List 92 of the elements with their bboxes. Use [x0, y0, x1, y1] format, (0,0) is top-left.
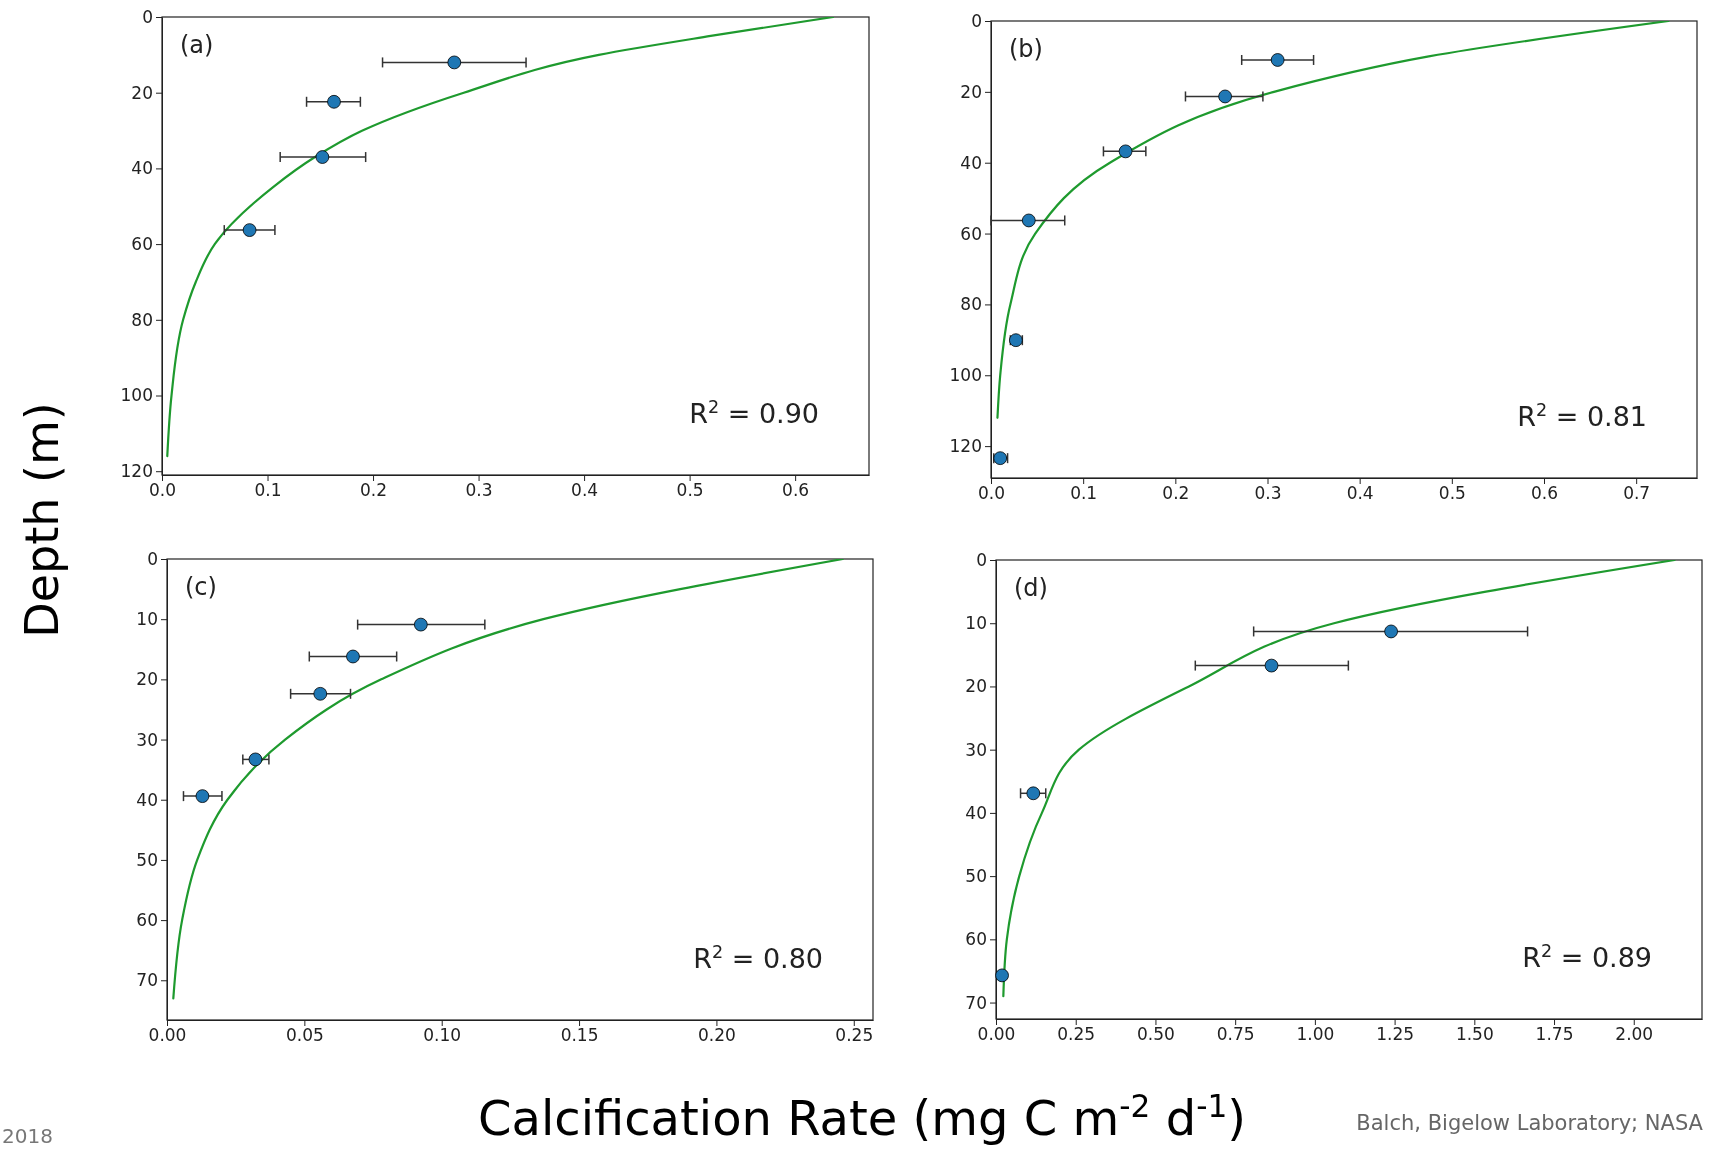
x-tick-label: 0.15 — [560, 1025, 599, 1046]
x-tick-label: 1.50 — [1455, 1024, 1494, 1045]
x-tick-label: 1.00 — [1296, 1024, 1335, 1045]
line-series — [172, 559, 844, 1000]
y-tick-label: 10 — [965, 613, 987, 634]
y-tick-label: 40 — [960, 152, 982, 173]
text: Balch, Bigelow Laboratory; NASA — [1356, 1111, 1704, 1135]
point — [1264, 658, 1279, 673]
point — [195, 789, 210, 803]
x-tick-label: 0.5 — [1438, 483, 1466, 504]
y-tick-label: 40 — [136, 789, 158, 810]
x-tick-label: 0.4 — [1346, 483, 1374, 504]
point — [414, 617, 428, 632]
annotation: (c) — [185, 573, 217, 601]
x-tick-label: 1.25 — [1376, 1024, 1415, 1045]
y-tick-label: 50 — [965, 866, 987, 887]
point — [1118, 144, 1133, 159]
line-series — [1002, 560, 1676, 998]
point — [1026, 786, 1041, 801]
x-tick-label: 0.0 — [977, 483, 1006, 504]
annotation: (b) — [1009, 35, 1043, 63]
text: 2018 — [2, 1124, 53, 1148]
y-tick-label: 20 — [136, 669, 158, 690]
x-tick-label: 0.75 — [1216, 1024, 1255, 1045]
point — [327, 94, 341, 109]
y-tick-label: 20 — [960, 81, 982, 102]
x-tick-label: 0.3 — [1254, 483, 1282, 504]
x-axis-title: Calcification Rate (mg C m$^{-2}$ d$^{-1}$) — [478, 1088, 1246, 1146]
x-tick-label: 0.25 — [1057, 1024, 1096, 1045]
x-tick-label: 0.00 — [148, 1025, 187, 1046]
x-tick-label: 2.00 — [1615, 1024, 1654, 1045]
x-tick-label: 0.50 — [1137, 1024, 1175, 1045]
x-tick-label: 0.25 — [835, 1025, 874, 1046]
point — [313, 686, 328, 701]
x-tick-label: 0.4 — [571, 480, 599, 501]
x-tick-label: 0.3 — [465, 480, 493, 501]
x-tick-label: 1.75 — [1535, 1024, 1574, 1045]
x-tick-label: 0.1 — [1070, 483, 1098, 504]
annotation: R$^{2}$ = 0.80 — [693, 942, 823, 974]
y-tick-label: 80 — [131, 309, 153, 330]
annotation: (d) — [1014, 574, 1048, 602]
x-tick-label: 0.6 — [782, 480, 810, 501]
y-tick-label: 60 — [131, 234, 153, 255]
y-tick-label: 0 — [971, 10, 982, 31]
annotation: (a) — [180, 31, 214, 59]
y-tick-label: 80 — [960, 294, 982, 315]
x-tick-label: 0.10 — [423, 1025, 462, 1046]
x-tick-label: 0.1 — [254, 480, 282, 501]
y-tick-label: 0 — [976, 549, 987, 570]
x-tick-label: 0.20 — [697, 1025, 736, 1046]
x-tick-label: 0.2 — [1162, 483, 1190, 504]
y-tick-label: 40 — [131, 158, 153, 179]
y-tick-label: 100 — [949, 365, 982, 386]
point — [346, 649, 360, 664]
y-tick-label: 0 — [147, 548, 158, 569]
annotation: R$^{2}$ = 0.90 — [689, 397, 819, 429]
y-tick-label: 70 — [965, 992, 987, 1013]
x-tick-label: 0.00 — [977, 1024, 1016, 1045]
point — [1021, 213, 1036, 228]
y-tick-label: 50 — [136, 849, 158, 870]
x-tick-label: 0.0 — [148, 480, 177, 501]
y-tick-label: 100 — [120, 385, 153, 406]
y-tick-label: 60 — [965, 929, 987, 950]
x-tick-label: 0.05 — [285, 1025, 324, 1046]
y-tick-label: 10 — [136, 609, 158, 630]
y-tick-label: 40 — [965, 802, 987, 823]
y-tick-label: 60 — [960, 223, 982, 244]
y-tick-label: 20 — [965, 676, 987, 697]
point — [315, 150, 330, 164]
annotation: R$^{2}$ = 0.81 — [1517, 400, 1647, 432]
x-tick-label: 0.5 — [676, 480, 704, 501]
y-tick-label: 20 — [131, 82, 153, 103]
x-tick-label: 0.2 — [360, 480, 388, 501]
point — [995, 968, 1009, 983]
y-tick-label: 0 — [142, 6, 153, 27]
point — [1384, 624, 1398, 639]
y-tick-label: 30 — [136, 729, 158, 750]
annotation: R$^{2}$ = 0.89 — [1522, 941, 1652, 973]
x-tick-label: 0.7 — [1623, 483, 1651, 504]
y-axis-title: Depth (m) — [15, 402, 69, 638]
y-tick-label: 120 — [949, 436, 982, 457]
y-tick-label: 30 — [965, 739, 987, 760]
y-tick-label: 120 — [120, 461, 153, 482]
point — [248, 752, 263, 767]
point — [1270, 53, 1285, 67]
point — [242, 223, 257, 237]
point — [1218, 89, 1232, 104]
point — [447, 55, 462, 70]
line-series — [166, 17, 835, 458]
x-tick-label: 0.6 — [1530, 483, 1559, 504]
y-tick-label: 60 — [136, 910, 158, 931]
y-tick-label: 70 — [136, 970, 158, 991]
